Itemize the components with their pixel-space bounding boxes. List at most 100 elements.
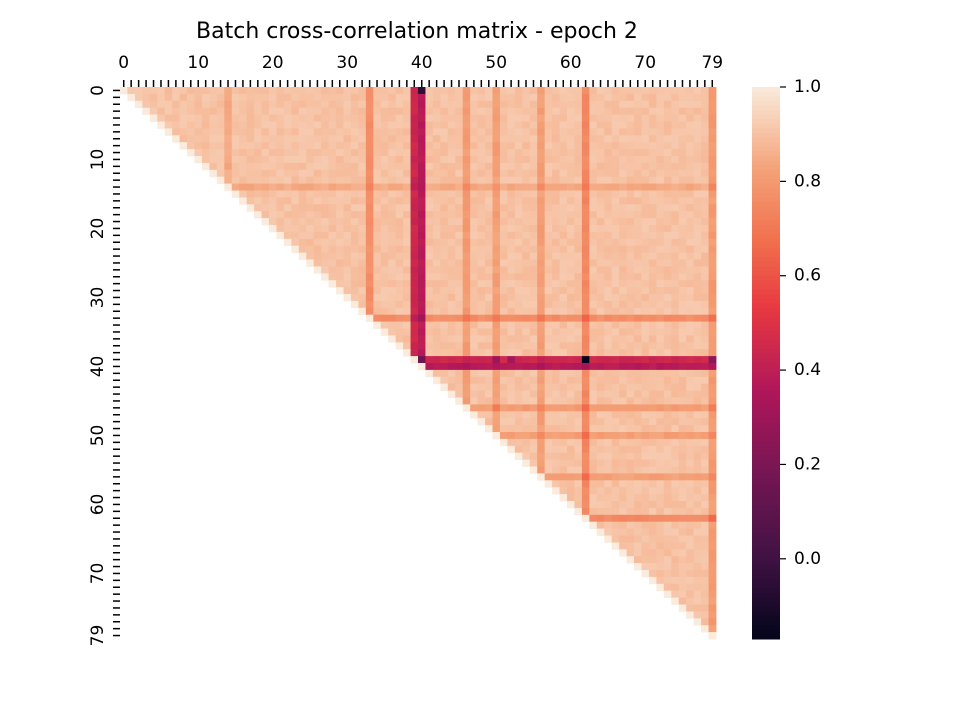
colorbar-segment: [752, 537, 780, 543]
heatmap-cell: [507, 211, 516, 219]
heatmap-cell: [701, 597, 709, 605]
heatmap-cell: [589, 87, 598, 95]
heatmap-cell: [418, 328, 426, 336]
heatmap-cell: [529, 204, 538, 212]
heatmap-cell: [432, 169, 441, 178]
heatmap-cell: [373, 252, 382, 260]
heatmap-cell: [567, 383, 575, 391]
heatmap-cell: [619, 107, 627, 115]
heatmap-cell: [611, 397, 620, 405]
heatmap-cell: [209, 149, 218, 157]
heatmap-cell: [373, 287, 382, 295]
heatmap-cell: [529, 259, 538, 267]
heatmap-cell: [693, 473, 702, 481]
heatmap-cell: [529, 342, 538, 350]
heatmap-cell: [559, 314, 568, 322]
heatmap-cell: [499, 218, 508, 226]
heatmap-cell: [559, 411, 568, 419]
heatmap-cell: [559, 169, 568, 178]
heatmap-cell: [477, 349, 486, 357]
heatmap-cell: [507, 273, 516, 281]
heatmap-cell: [447, 238, 456, 247]
heatmap-cell: [499, 149, 508, 157]
heatmap-cell: [552, 445, 560, 454]
heatmap-cell: [328, 280, 337, 288]
heatmap-cell: [559, 473, 568, 481]
heatmap-cell: [254, 162, 262, 171]
heatmap-cell: [648, 162, 657, 171]
heatmap-cell: [261, 169, 270, 178]
heatmap-cell: [663, 432, 672, 440]
heatmap-cell: [701, 183, 709, 191]
heatmap-cell: [634, 521, 642, 529]
heatmap-cell: [567, 135, 575, 143]
heatmap-cell: [619, 356, 627, 364]
heatmap-cell: [589, 383, 598, 391]
heatmap-cell: [604, 149, 613, 157]
heatmap-cell: [447, 128, 456, 136]
heatmap-cell: [648, 404, 657, 412]
heatmap-cell: [470, 107, 478, 115]
heatmap-cell: [596, 307, 605, 316]
heatmap-cell: [507, 128, 516, 136]
heatmap-cell: [641, 494, 650, 502]
heatmap-cell: [492, 425, 501, 433]
heatmap-cell: [671, 597, 680, 605]
heatmap-cell: [701, 176, 709, 184]
heatmap-cell: [537, 473, 546, 481]
heatmap-cell: [514, 411, 523, 419]
heatmap-cell: [447, 121, 456, 129]
heatmap-cell: [477, 363, 486, 371]
heatmap-cell: [619, 204, 627, 212]
heatmap-cell: [641, 425, 650, 433]
heatmap-cell: [283, 197, 292, 205]
heatmap-cell: [343, 204, 352, 212]
colorbar-segment: [752, 399, 780, 405]
heatmap-cell: [254, 183, 262, 191]
heatmap-cell: [455, 93, 464, 102]
heatmap-cell: [656, 376, 665, 385]
heatmap-cell: [559, 245, 568, 253]
heatmap-cell: [336, 183, 344, 191]
colorbar-segment: [752, 248, 780, 254]
heatmap-cell: [395, 100, 404, 109]
heatmap-cell: [328, 218, 337, 226]
heatmap-cell: [522, 176, 531, 184]
heatmap-cell: [507, 363, 516, 371]
heatmap-cell: [485, 231, 493, 240]
heatmap-cell: [507, 411, 516, 419]
heatmap-cell: [589, 142, 598, 150]
heatmap-cell: [477, 300, 486, 309]
heatmap-cell: [648, 438, 657, 447]
heatmap-cell: [678, 183, 687, 191]
heatmap-cell: [529, 100, 538, 109]
heatmap-cell: [514, 114, 523, 122]
heatmap-cell: [425, 287, 434, 295]
heatmap-cell: [656, 280, 665, 288]
heatmap-cell: [477, 176, 486, 184]
heatmap-cell: [507, 418, 516, 426]
heatmap-cell: [358, 238, 367, 247]
heatmap-cell: [626, 459, 635, 467]
heatmap-cell: [373, 266, 382, 274]
heatmap-cell: [522, 411, 531, 419]
heatmap-cell: [276, 87, 285, 95]
heatmap-cell: [172, 93, 180, 102]
heatmap-cell: [596, 121, 605, 129]
heatmap-cell: [641, 418, 650, 426]
heatmap-cell: [239, 135, 248, 143]
heatmap-cell: [380, 100, 389, 109]
heatmap-cell: [604, 376, 613, 385]
heatmap-cell: [634, 411, 642, 419]
heatmap-cell: [380, 287, 389, 295]
heatmap-cell: [626, 197, 635, 205]
heatmap-cell: [455, 369, 464, 378]
heatmap-cell: [261, 211, 270, 219]
heatmap-cell: [708, 459, 717, 467]
heatmap-cell: [693, 287, 702, 295]
heatmap-cell: [462, 197, 471, 205]
heatmap-cell: [641, 100, 650, 109]
heatmap-cell: [455, 266, 464, 274]
heatmap-cell: [641, 445, 650, 454]
colorbar-segment: [752, 87, 780, 93]
